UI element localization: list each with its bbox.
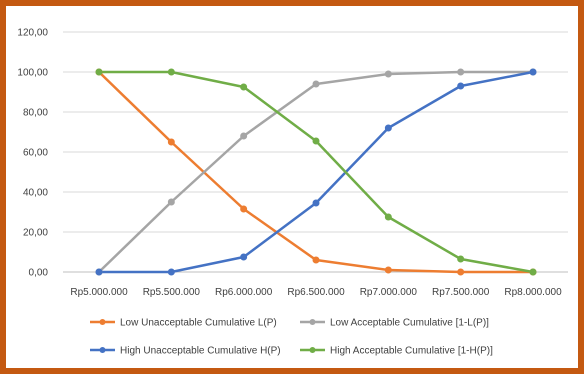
y-tick-label: 40,00 bbox=[23, 188, 48, 199]
y-tick-label: 120,00 bbox=[17, 28, 48, 39]
x-tick-label: Rp5.000.000 bbox=[70, 287, 128, 298]
data-point bbox=[457, 69, 464, 76]
data-point bbox=[240, 206, 247, 213]
series-points bbox=[96, 69, 537, 276]
x-tick-label: Rp6.500.000 bbox=[287, 287, 345, 298]
legend-item-low-acceptable: Low Acceptable Cumulative [1-L(P)] bbox=[300, 318, 489, 329]
y-tick-label: 0,00 bbox=[29, 268, 49, 279]
data-point bbox=[313, 200, 320, 207]
data-point bbox=[96, 269, 103, 276]
data-point bbox=[96, 69, 103, 76]
legend-label: High Acceptable Cumulative [1-H(P)] bbox=[330, 346, 493, 357]
y-tick-label: 20,00 bbox=[23, 228, 48, 239]
data-point bbox=[385, 125, 392, 132]
data-point bbox=[457, 83, 464, 90]
data-point bbox=[457, 256, 464, 263]
data-point bbox=[530, 69, 537, 76]
data-point bbox=[240, 84, 247, 91]
data-point bbox=[240, 133, 247, 140]
data-point bbox=[168, 199, 175, 206]
x-axis-tick-labels: Rp5.000.000 Rp5.500.000 Rp6.000.000 Rp6.500… bbox=[70, 287, 562, 298]
data-point bbox=[530, 269, 537, 276]
x-tick-label: Rp7.000.000 bbox=[360, 287, 418, 298]
data-point bbox=[240, 254, 247, 261]
y-tick-label: 100,00 bbox=[17, 68, 48, 79]
y-axis-tick-labels: 0,00 20,00 40,00 60,00 80,00 100,00 120,00 bbox=[17, 28, 48, 279]
data-point bbox=[313, 81, 320, 88]
data-point bbox=[385, 214, 392, 221]
data-point bbox=[313, 257, 320, 264]
data-point bbox=[168, 139, 175, 146]
series-line bbox=[99, 72, 533, 272]
legend-item-high-acceptable: High Acceptable Cumulative [1-H(P)] bbox=[300, 346, 493, 357]
legend-label: Low Unacceptable Cumulative L(P) bbox=[120, 318, 277, 329]
x-tick-label: Rp5.500.000 bbox=[143, 287, 201, 298]
x-tick-label: Rp7.500.000 bbox=[432, 287, 490, 298]
data-point bbox=[313, 138, 320, 145]
data-point bbox=[385, 267, 392, 274]
legend-marker bbox=[310, 347, 316, 353]
legend-label: Low Acceptable Cumulative [1-L(P)] bbox=[330, 318, 489, 329]
legend-marker bbox=[310, 319, 316, 325]
y-tick-label: 60,00 bbox=[23, 148, 48, 159]
legend-marker bbox=[100, 347, 106, 353]
legend-item-low-unacceptable: Low Unacceptable Cumulative L(P) bbox=[90, 318, 277, 329]
series-line bbox=[99, 72, 533, 272]
data-point bbox=[168, 69, 175, 76]
series-lines bbox=[99, 72, 533, 272]
x-tick-label: Rp6.000.000 bbox=[215, 287, 273, 298]
series-line bbox=[99, 72, 533, 272]
x-tick-label: Rp8.000.000 bbox=[504, 287, 562, 298]
legend: Low Unacceptable Cumulative L(P) Low Acc… bbox=[90, 318, 493, 357]
gridlines bbox=[63, 32, 568, 272]
data-point bbox=[385, 71, 392, 78]
legend-item-high-unacceptable: High Unacceptable Cumulative H(P) bbox=[90, 346, 281, 357]
legend-label: High Unacceptable Cumulative H(P) bbox=[120, 346, 281, 357]
legend-marker bbox=[100, 319, 106, 325]
data-point bbox=[168, 269, 175, 276]
data-point bbox=[457, 269, 464, 276]
y-tick-label: 80,00 bbox=[23, 108, 48, 119]
series-line bbox=[99, 72, 533, 272]
